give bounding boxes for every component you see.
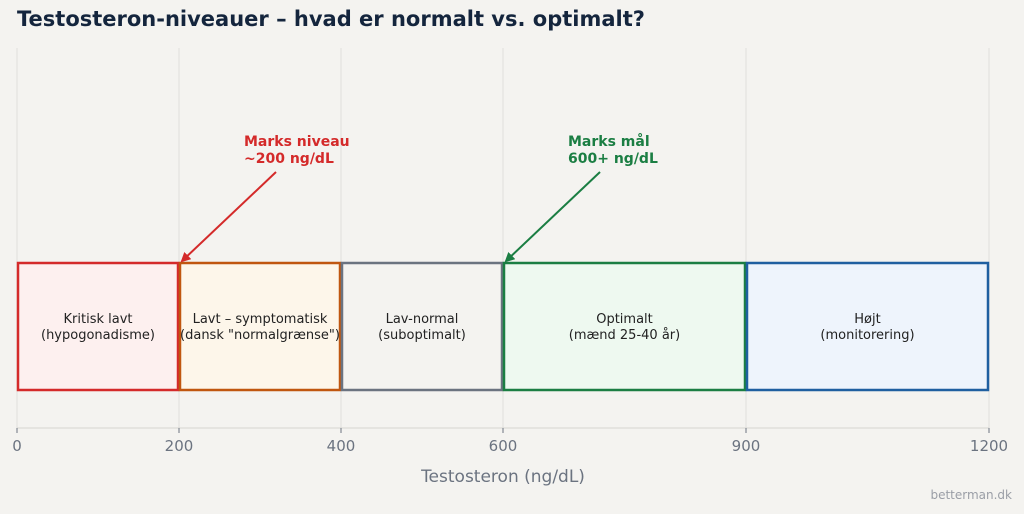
range-bar [502,261,747,392]
x-tick-label: 400 [327,437,356,455]
annotation-arrow [504,171,601,263]
range-sublabel: (suboptimalt) [378,328,466,343]
x-tick-label: 1200 [970,437,1008,455]
x-tick-label: 900 [732,437,761,455]
x-tick-label: 200 [165,437,194,455]
annotation-label: Marks niveau [244,134,350,150]
annotation-arrow [180,171,277,263]
watermark: betterman.dk [930,488,1012,502]
range-sublabel: (monitorering) [820,328,914,343]
x-tick-label: 600 [489,437,518,455]
chart-title: Testosteron-niveauer – hvad er normalt v… [17,7,645,31]
annotation-value: 600+ ng/dL [568,151,658,167]
range-sublabel: (dansk "normalgrænse") [180,328,340,343]
range-bar [16,261,180,392]
range-bar [745,261,990,392]
range-sublabel: (hypogonadisme) [41,328,155,343]
range-label: Højt [854,312,880,327]
range-label: Lav-normal [386,312,459,327]
range-sublabel: (mænd 25-40 år) [569,328,680,343]
annotation-label: Marks mål [568,133,650,150]
range-label: Lavt – symptomatisk [193,312,328,327]
annotation-value: ~200 ng/dL [244,151,334,167]
range-label: Kritisk lavt [64,312,133,327]
range-label: Optimalt [596,312,653,327]
x-axis-title: Testosteron (ng/dL) [420,467,585,487]
range-bar [178,261,342,392]
range-bar [340,261,504,392]
x-tick-label: 0 [12,437,22,455]
